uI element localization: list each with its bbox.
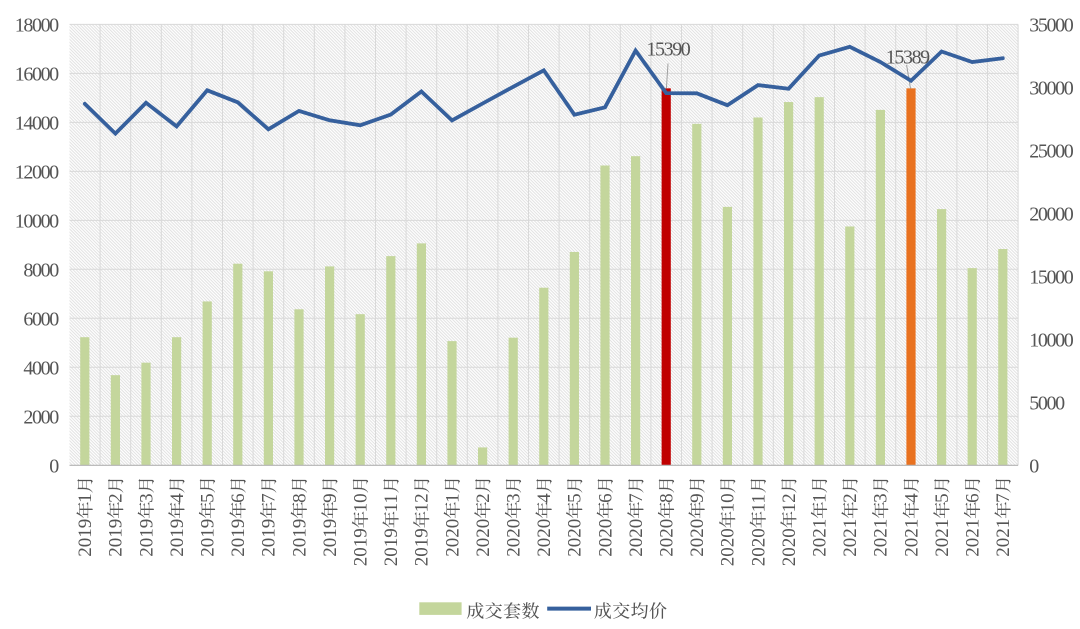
svg-text:2019: 2019 — [381, 528, 402, 566]
svg-text:14000: 14000 — [15, 112, 59, 134]
svg-text:4: 4 — [167, 493, 188, 503]
svg-text:2019: 2019 — [136, 519, 157, 557]
svg-text:1: 1 — [75, 493, 96, 503]
svg-text:6000: 6000 — [23, 308, 59, 330]
svg-text:2021: 2021 — [901, 519, 922, 557]
svg-text:2019: 2019 — [228, 519, 249, 557]
svg-text:20000: 20000 — [1029, 203, 1073, 225]
svg-text:2: 2 — [840, 493, 861, 503]
svg-text:15390: 15390 — [646, 38, 690, 60]
svg-text:25000: 25000 — [1029, 140, 1073, 162]
svg-text:2019: 2019 — [351, 528, 372, 566]
svg-text:2019: 2019 — [289, 519, 310, 557]
svg-text:4: 4 — [901, 493, 922, 503]
svg-text:4000: 4000 — [23, 357, 59, 379]
svg-text:2020: 2020 — [504, 519, 525, 557]
svg-text:2020: 2020 — [626, 519, 647, 557]
svg-text:15000: 15000 — [1029, 266, 1073, 288]
svg-text:2020: 2020 — [473, 519, 494, 557]
svg-text:6: 6 — [963, 493, 984, 503]
svg-text:6: 6 — [595, 493, 616, 503]
svg-text:2019: 2019 — [198, 519, 219, 557]
svg-text:8: 8 — [289, 493, 310, 503]
svg-text:12: 12 — [779, 493, 800, 512]
svg-text:2020: 2020 — [687, 519, 708, 557]
svg-text:2020: 2020 — [442, 519, 463, 557]
svg-text:9: 9 — [687, 493, 708, 503]
svg-text:5000: 5000 — [1029, 392, 1065, 414]
svg-text:9: 9 — [320, 493, 341, 503]
svg-text:2020: 2020 — [718, 528, 739, 566]
svg-text:2020: 2020 — [565, 519, 586, 557]
svg-text:10000: 10000 — [15, 210, 59, 232]
svg-text:5: 5 — [932, 493, 953, 503]
svg-text:2019: 2019 — [259, 519, 280, 557]
svg-text:1: 1 — [810, 493, 831, 503]
svg-text:10000: 10000 — [1029, 329, 1073, 351]
svg-text:18000: 18000 — [15, 14, 59, 36]
svg-text:2019: 2019 — [167, 519, 188, 557]
svg-text:3: 3 — [136, 493, 157, 503]
svg-text:7: 7 — [993, 493, 1014, 503]
svg-text:11: 11 — [748, 494, 769, 512]
svg-text:2021: 2021 — [963, 519, 984, 557]
svg-text:3: 3 — [504, 493, 525, 503]
svg-text:7: 7 — [259, 493, 280, 503]
svg-text:2000: 2000 — [23, 406, 59, 428]
svg-text:12: 12 — [412, 493, 433, 512]
svg-text:2021: 2021 — [932, 519, 953, 557]
svg-text:8000: 8000 — [23, 259, 59, 281]
svg-text:10: 10 — [351, 493, 372, 512]
svg-text:5: 5 — [198, 493, 219, 503]
svg-text:0: 0 — [49, 455, 59, 477]
svg-text:3: 3 — [871, 493, 892, 503]
svg-text:16000: 16000 — [15, 63, 59, 85]
svg-text:12000: 12000 — [15, 161, 59, 183]
svg-text:2019: 2019 — [106, 519, 127, 557]
svg-text:11: 11 — [381, 494, 402, 512]
svg-text:2020: 2020 — [595, 519, 616, 557]
svg-text:2020: 2020 — [779, 528, 800, 566]
svg-text:2: 2 — [473, 493, 494, 503]
svg-text:2021: 2021 — [993, 519, 1014, 557]
svg-text:35000: 35000 — [1029, 14, 1073, 36]
svg-text:5: 5 — [565, 493, 586, 503]
svg-text:2019: 2019 — [320, 519, 341, 557]
svg-text:2: 2 — [106, 493, 127, 503]
svg-text:2019: 2019 — [412, 528, 433, 566]
svg-text:7: 7 — [626, 493, 647, 503]
svg-text:15389: 15389 — [886, 46, 930, 68]
svg-text:2021: 2021 — [871, 519, 892, 557]
svg-text:2020: 2020 — [657, 519, 678, 557]
svg-text:30000: 30000 — [1029, 77, 1073, 99]
svg-text:2020: 2020 — [534, 519, 555, 557]
svg-text:2021: 2021 — [840, 519, 861, 557]
svg-text:1: 1 — [442, 493, 463, 503]
svg-text:0: 0 — [1029, 455, 1039, 477]
svg-text:2021: 2021 — [810, 519, 831, 557]
svg-text:2020: 2020 — [748, 528, 769, 566]
svg-text:6: 6 — [228, 493, 249, 503]
svg-text:4: 4 — [534, 493, 555, 503]
svg-text:2019: 2019 — [75, 519, 96, 557]
svg-text:8: 8 — [657, 493, 678, 503]
svg-text:10: 10 — [718, 493, 739, 512]
